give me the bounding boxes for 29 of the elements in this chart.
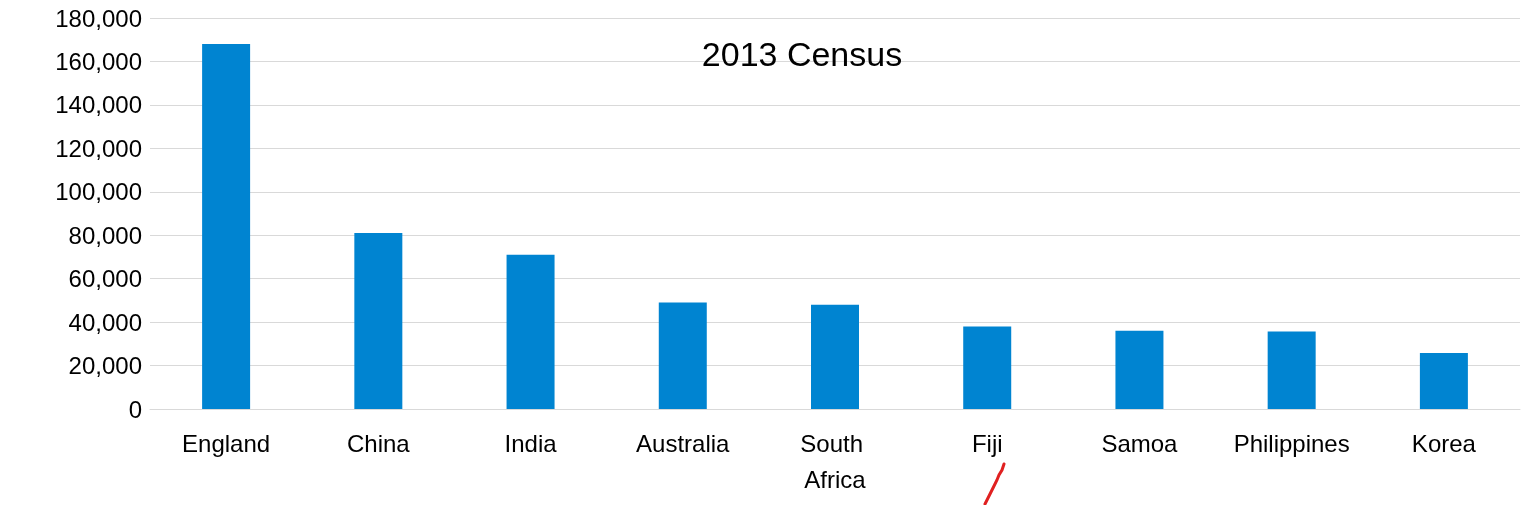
x-tick-label: England [182,429,271,457]
y-tick-label: 180,000 [55,4,142,32]
bar [811,304,859,409]
y-tick-label: 140,000 [55,91,142,119]
x-tick-label: Fiji [971,429,1003,457]
y-tick-label: 160,000 [55,47,142,75]
bar [202,44,251,409]
y-tick-label: 80,000 [68,221,142,249]
x-tick-label: Korea [1411,429,1477,457]
bar [658,302,707,409]
x-tick-label: China [346,429,411,457]
bar [1115,330,1164,409]
y-tick-label: 100,000 [55,178,142,206]
bar [1267,331,1316,409]
bar [963,326,1012,409]
bar [1419,352,1468,409]
text: 2013 Census [701,35,903,73]
y-tick-label: 0 [128,395,142,423]
x-tick-label: South Africa [800,429,870,493]
x-tick-label: Philippines [1233,429,1350,457]
y-tick-label: 60,000 [68,265,142,293]
y-tick-label: 120,000 [55,134,142,162]
y-tick-label: 40,000 [68,308,142,336]
x-tick-label: India [504,429,558,457]
bar [354,233,403,409]
y-tick-label: 20,000 [68,352,142,380]
bar [506,254,555,409]
x-tick-label: Australia [636,429,731,457]
x-tick-label: Samoa [1101,429,1179,457]
